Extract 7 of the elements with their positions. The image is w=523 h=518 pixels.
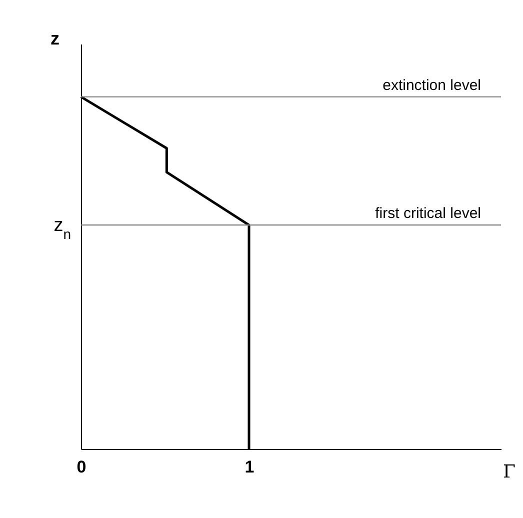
x-axis-title: Γ (503, 462, 516, 482)
ref-line-label: first critical level (375, 205, 481, 222)
ref-line-label: extinction level (382, 76, 481, 94)
x-tick-label: 0 (76, 458, 86, 476)
x-tick-label: 1 (244, 458, 254, 476)
y-axis-title: z (50, 28, 60, 48)
annotation: z$_{n}$ (54, 215, 71, 242)
